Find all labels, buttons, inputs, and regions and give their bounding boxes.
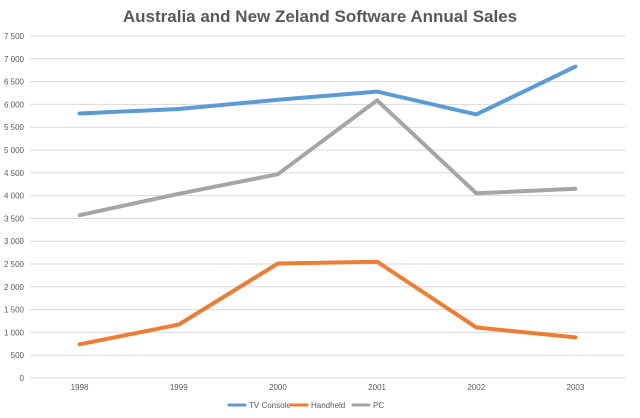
- x-tick-label: 2002: [467, 383, 485, 392]
- x-axis: 1998 1999 2000 2001 2002 2003: [71, 383, 585, 392]
- series-line-handheld: [77, 259, 578, 347]
- y-tick-label: 5 000: [4, 146, 25, 155]
- y-tick-label: 1 000: [4, 328, 25, 337]
- legend-label: PC: [373, 401, 384, 410]
- y-tick-label: 2 000: [4, 283, 25, 292]
- y-tick-label: 5 500: [4, 123, 25, 132]
- y-tick-label: 500: [11, 351, 25, 360]
- legend-item-tv-console: TV Console: [227, 401, 291, 410]
- x-tick-label: 1998: [71, 383, 89, 392]
- y-tick-label: 1 500: [4, 306, 25, 315]
- y-tick-label: 7 500: [4, 32, 25, 41]
- x-tick-label: 2001: [368, 383, 386, 392]
- chart-title: Australia and New Zeland Software Annual…: [123, 7, 517, 26]
- x-tick-label: 2000: [269, 383, 287, 392]
- y-tick-label: 3 500: [4, 214, 25, 223]
- y-tick-label: 2 500: [4, 260, 25, 269]
- series-lines: [77, 64, 578, 347]
- legend: TV Console Handheld PC: [227, 401, 384, 410]
- x-tick-label: 2003: [567, 383, 585, 392]
- y-axis: 0 500 1 000 1 500 2 000 2 500 3 000 3 500 4 000 4…: [4, 32, 25, 383]
- series-line-pc: [77, 98, 578, 218]
- y-tick-label: 0: [20, 374, 25, 383]
- y-tick-label: 6 500: [4, 78, 25, 87]
- x-tick-label: 1999: [170, 383, 188, 392]
- legend-label: Handheld: [311, 401, 345, 410]
- y-tick-label: 4 000: [4, 192, 25, 201]
- y-tick-label: 7 000: [4, 55, 25, 64]
- y-tick-label: 3 000: [4, 237, 25, 246]
- legend-label: TV Console: [249, 401, 291, 410]
- legend-item-handheld: Handheld: [289, 401, 345, 410]
- y-tick-label: 6 000: [4, 100, 25, 109]
- legend-item-pc: PC: [351, 401, 384, 410]
- y-tick-label: 4 500: [4, 169, 25, 178]
- series-line-tv-console: [77, 64, 578, 117]
